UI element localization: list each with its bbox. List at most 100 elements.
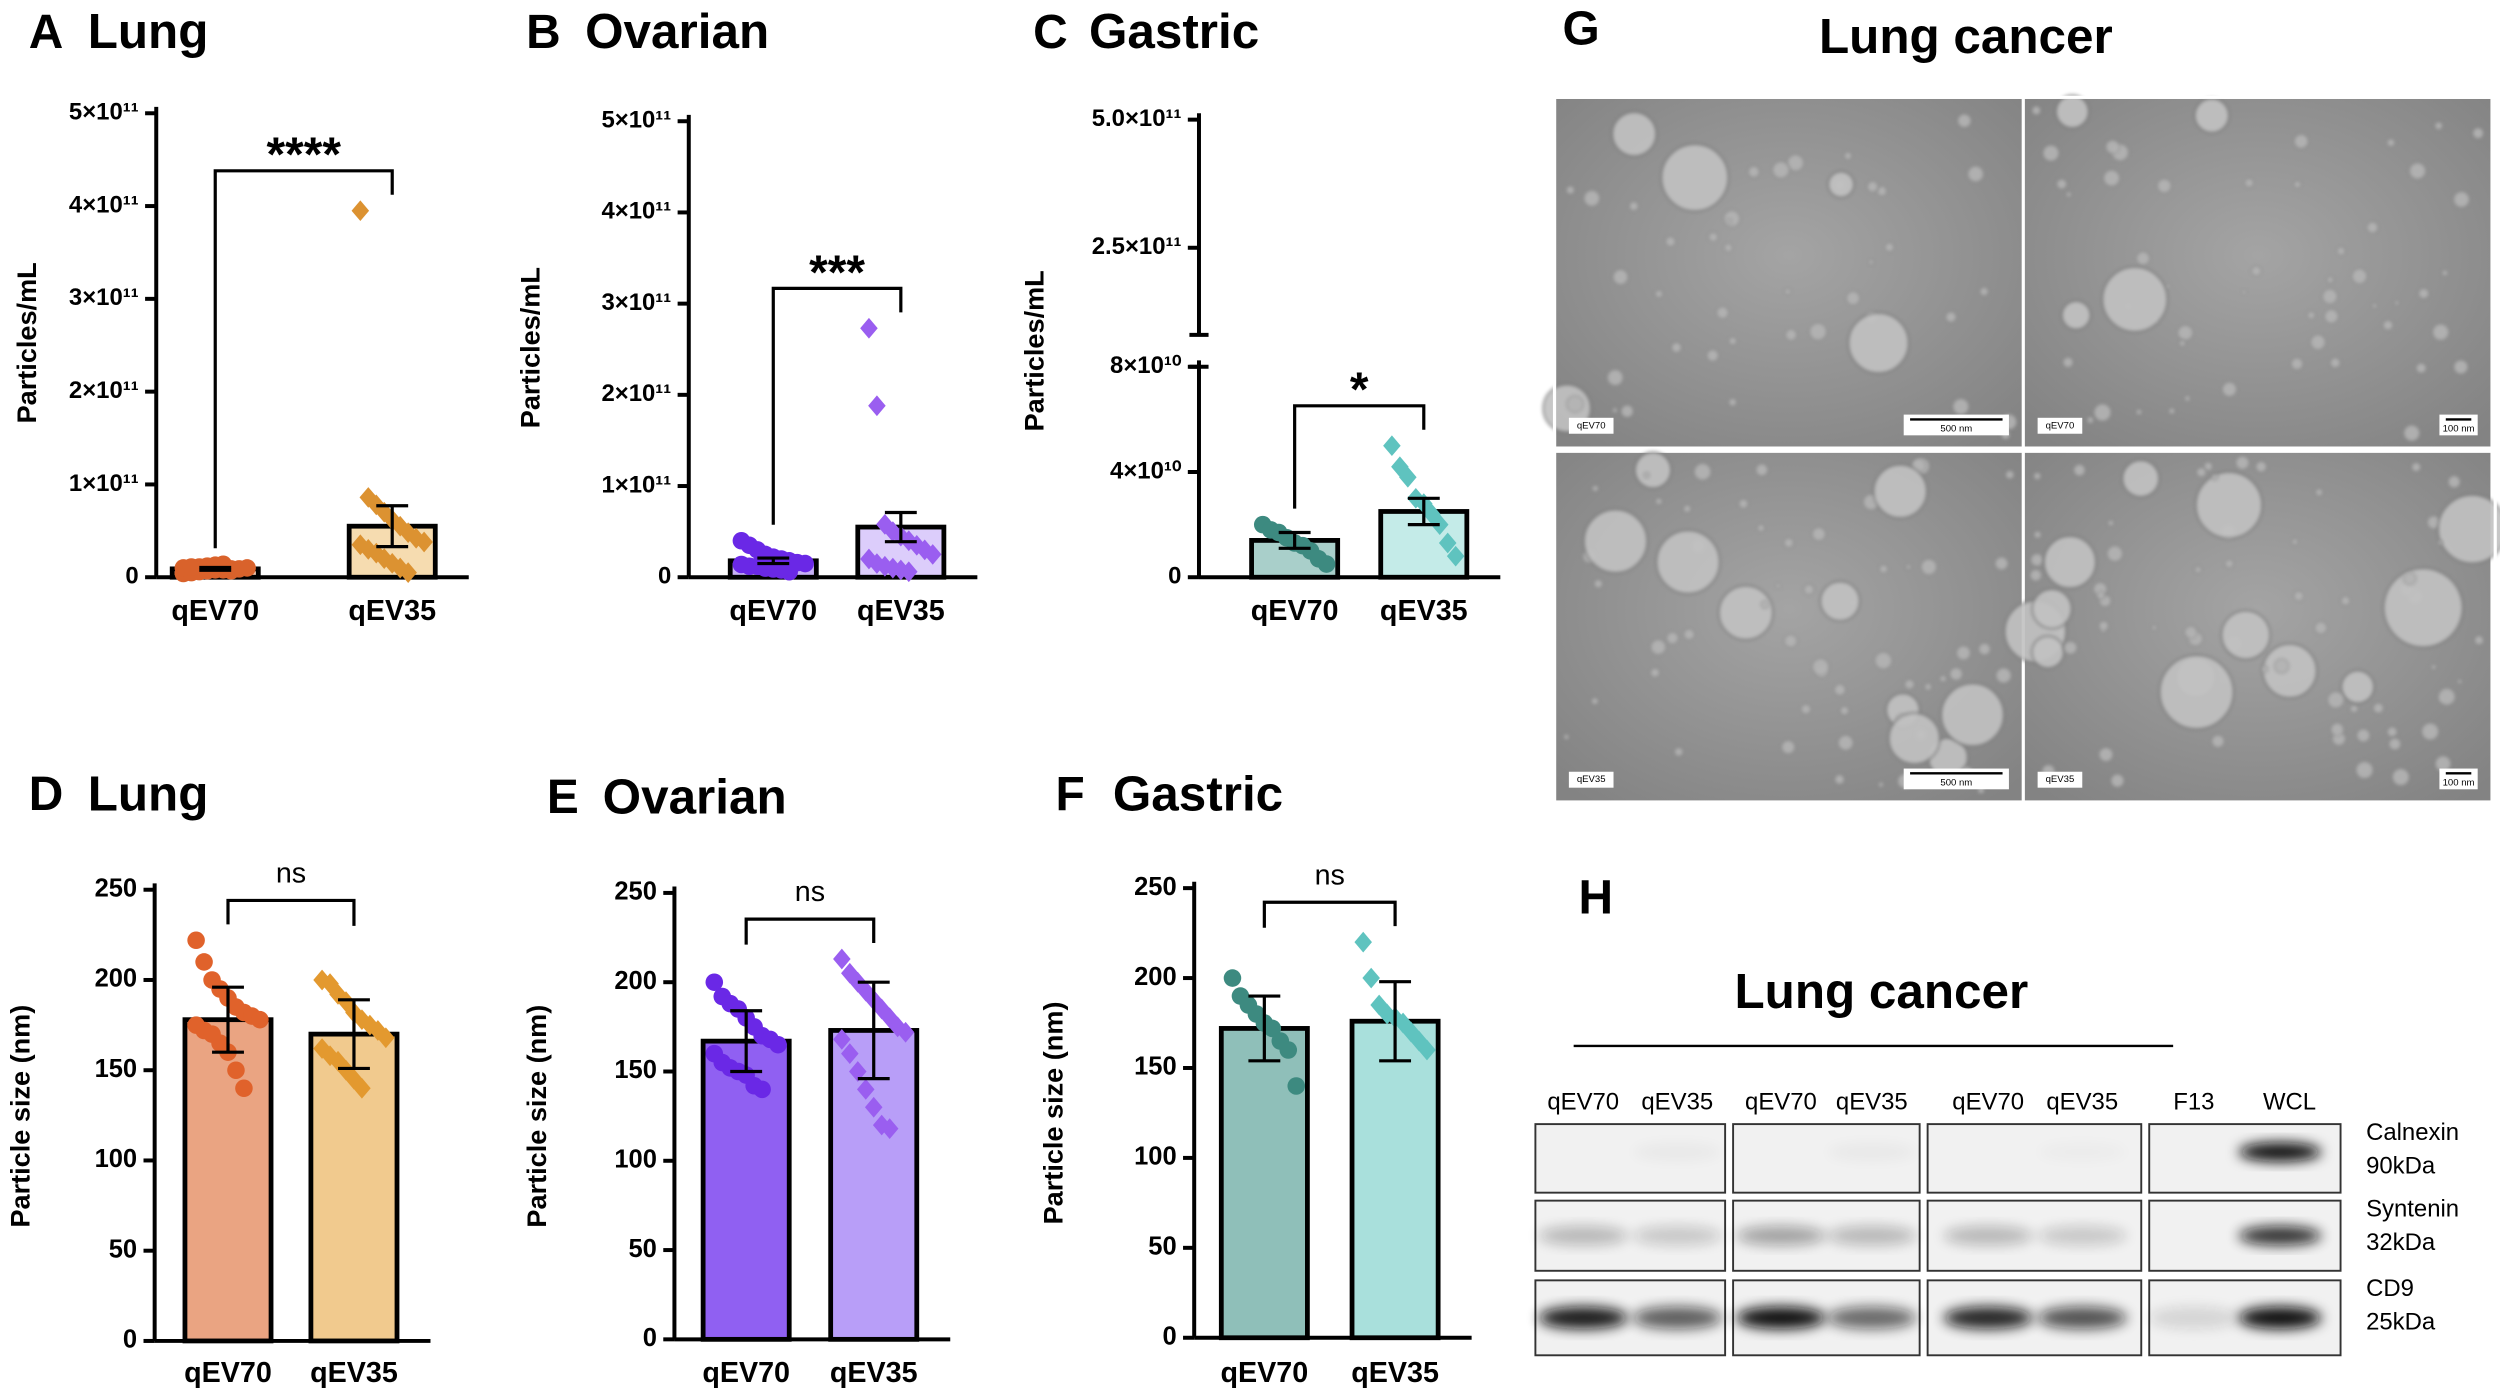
- vesicle: [2211, 734, 2225, 748]
- vesicle: [1563, 733, 1570, 740]
- micrograph: qEV70 500 nm: [1542, 98, 2022, 447]
- y-axis-label: Particles/mL: [515, 267, 546, 428]
- vesicle: [1683, 628, 1695, 641]
- y-tick-label: 8×10¹⁰: [1110, 352, 1182, 379]
- vesicle: [1845, 291, 1861, 306]
- significance-bracket: [744, 917, 876, 945]
- blot-band: [2238, 1306, 2322, 1329]
- vesicle: [2221, 381, 2238, 397]
- significance-label: ****: [267, 129, 342, 182]
- blot-band: [1827, 1226, 1917, 1246]
- vesicle: [2244, 178, 2254, 188]
- significance-bracket: [771, 286, 903, 525]
- lane-label: F13: [2173, 1089, 2214, 1116]
- significance-label: ns: [276, 857, 306, 889]
- data-point: [753, 1080, 771, 1099]
- vesicle: [1956, 645, 1971, 661]
- vesicle: [2194, 566, 2202, 574]
- vesicle: [2107, 519, 2115, 527]
- vesicle: [1783, 634, 1798, 648]
- vesicle: [2062, 356, 2074, 368]
- vesicle: [1723, 210, 1741, 228]
- blot-band: [1538, 1226, 1628, 1246]
- panel-letter: D: [29, 768, 64, 821]
- vesicle: [2441, 269, 2449, 277]
- data-point: [860, 317, 878, 339]
- vesicle: [2260, 665, 2269, 673]
- vesicle: [2432, 323, 2450, 341]
- vesicle: [2063, 640, 2078, 655]
- vesicle: [2307, 311, 2316, 320]
- vesicle: [2351, 268, 2368, 285]
- vesicle: [2105, 139, 2120, 155]
- vesicle: [2409, 162, 2427, 180]
- data-point: [769, 1035, 787, 1054]
- vesicle: [1611, 111, 1657, 157]
- vesicle: [1785, 328, 1798, 341]
- vesicle: [1877, 781, 1884, 788]
- data-point: [849, 1061, 867, 1082]
- vesicle: [2033, 472, 2042, 481]
- vesicle: [1843, 151, 1853, 160]
- vesicle: [1591, 484, 1599, 492]
- vesicle: [1634, 451, 1672, 489]
- y-axis-label: Particles/mL: [1019, 270, 1050, 431]
- blot-strip: [1534, 1123, 1727, 1194]
- y-tick-label: 4×10¹⁰: [1110, 457, 1182, 484]
- protein-label: Calnexin: [2366, 1119, 2459, 1146]
- y-tick-label: 50: [629, 1235, 657, 1263]
- vesicle: [2421, 722, 2440, 741]
- data-point: [351, 200, 370, 222]
- y-axis-label: Particle size (nm): [4, 1005, 35, 1228]
- vesicle: [1945, 311, 1957, 323]
- vesicle: [1803, 584, 1815, 595]
- panel-title: Lung cancer: [1819, 9, 2113, 64]
- lane-label: qEV70: [1745, 1089, 1817, 1116]
- vesicle: [1874, 651, 1893, 670]
- vesicle: [2394, 299, 2400, 306]
- bar: [828, 1028, 920, 1342]
- sample-label: qEV35: [2046, 774, 2075, 785]
- vesicle: [1888, 712, 1941, 765]
- vesicle: [1879, 564, 1889, 574]
- vesicle: [1756, 524, 1765, 533]
- vesicle: [2386, 726, 2398, 738]
- blot-band: [1943, 1306, 2033, 1329]
- data-point: [235, 1079, 253, 1098]
- y-tick-label: 0: [125, 563, 138, 590]
- data-point: [780, 562, 798, 581]
- vesicle: [2293, 590, 2305, 602]
- vesicle: [1837, 734, 1854, 751]
- vesicle: [2366, 221, 2379, 234]
- blot-band: [2037, 1226, 2127, 1246]
- vesicle: [1718, 584, 1774, 641]
- vesicle: [2447, 475, 2461, 489]
- vesicle: [1583, 189, 1601, 207]
- vesicle: [2324, 309, 2339, 324]
- data-point: [864, 1096, 883, 1118]
- y-tick-label: 200: [95, 965, 138, 993]
- vesicle: [2474, 635, 2484, 646]
- vesicle: [2437, 494, 2500, 564]
- y-tick-label: 5×10¹¹: [601, 107, 671, 134]
- vesicle: [1650, 639, 1667, 656]
- vesicle: [2156, 178, 2172, 194]
- vesicle: [2061, 300, 2092, 331]
- scale-label: 100 nm: [2443, 777, 2475, 788]
- vesicle: [1995, 667, 2012, 684]
- y-tick-label: 4×10¹¹: [69, 191, 139, 218]
- bar: [700, 1038, 792, 1342]
- y-tick-label: 0: [1168, 563, 1181, 590]
- vesicle: [2437, 539, 2444, 546]
- panel-title: Lung: [88, 4, 209, 59]
- vesicle: [2194, 97, 2230, 134]
- vesicle: [2211, 473, 2219, 481]
- vesicle: [1949, 667, 1963, 681]
- data-point: [1279, 1041, 1298, 1059]
- vesicle: [2195, 471, 2263, 539]
- significance-label: ns: [795, 876, 825, 908]
- vesicle: [1775, 582, 1782, 589]
- vesicle: [1738, 498, 1749, 509]
- blot-band: [1633, 1142, 1722, 1161]
- vesicle: [1655, 529, 1721, 595]
